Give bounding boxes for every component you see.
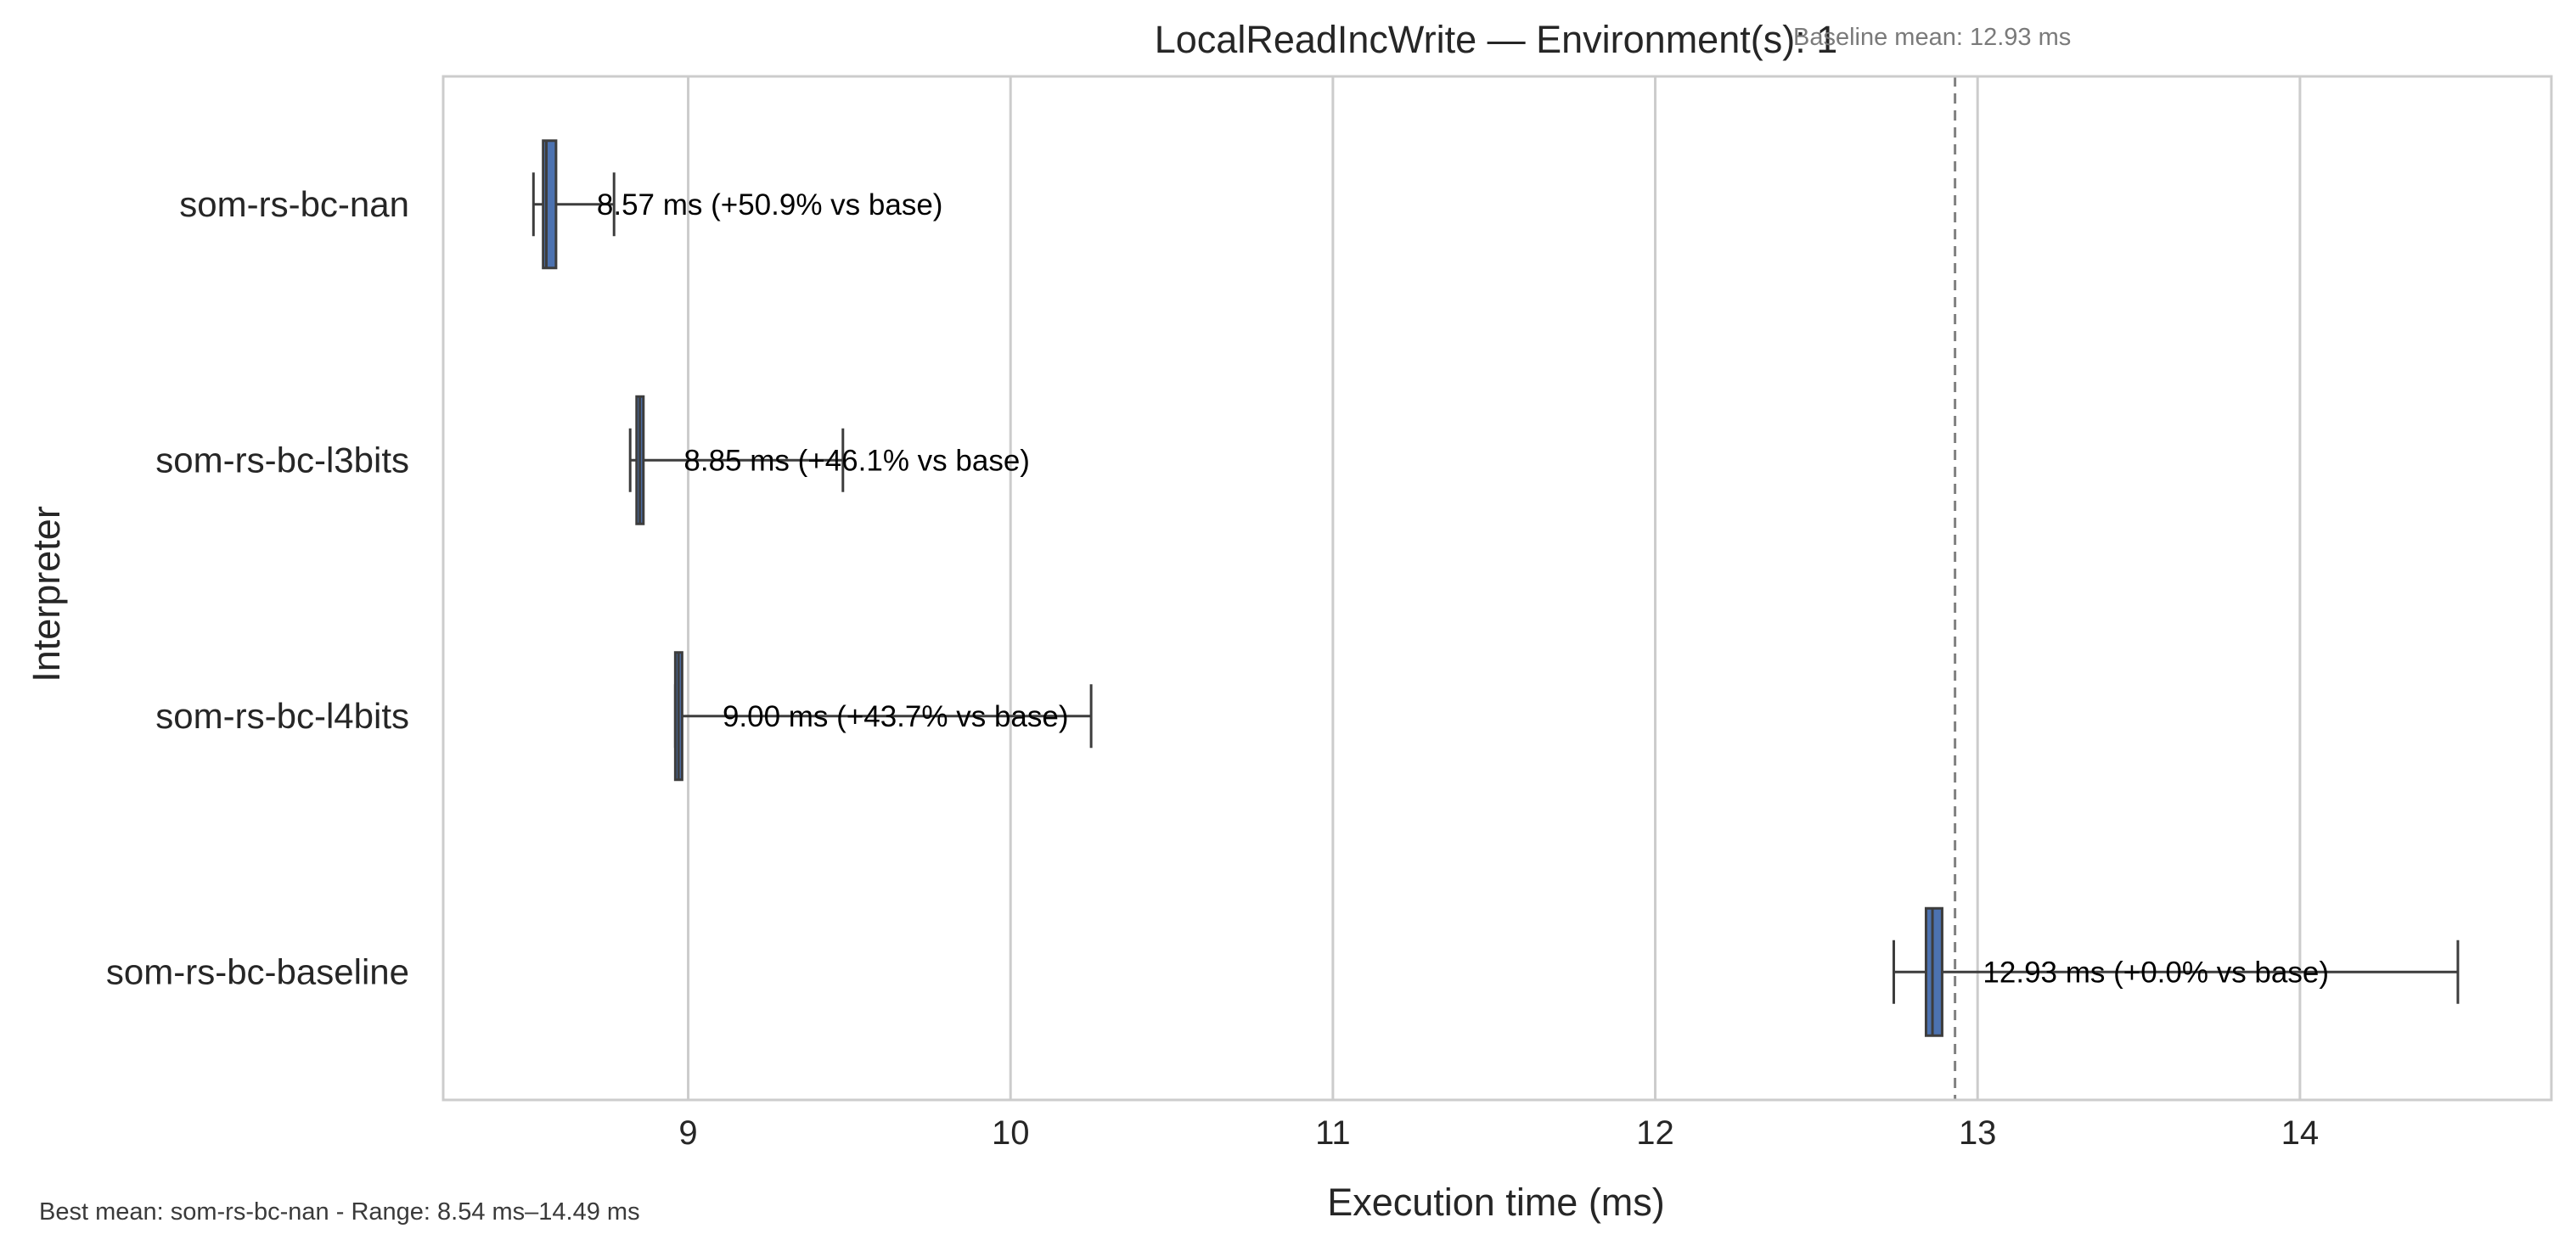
- x-tick-label: 11: [1315, 1114, 1351, 1152]
- mean-label: 8.57 ms (+50.9% vs base): [597, 188, 943, 222]
- chart-title: LocalReadIncWrite — Environment(s): 1: [1155, 18, 1838, 61]
- mean-label: 12.93 ms (+0.0% vs base): [1983, 956, 2329, 989]
- mean-label: 9.00 ms (+43.7% vs base): [723, 700, 1069, 733]
- x-tick-label: 12: [1636, 1114, 1674, 1152]
- x-axis-label: Execution time (ms): [1327, 1181, 1665, 1224]
- footer-note: Best mean: som-rs-bc-nan - Range: 8.54 m…: [39, 1198, 640, 1226]
- labels: 9 10 11 12 13 14 8.57 ms (+50.9% vs base) som-r…: [106, 184, 2329, 1152]
- y-axis-label: Interpreter: [25, 506, 68, 682]
- x-tick-label: 10: [992, 1114, 1030, 1152]
- y-tick-label: som-rs-bc-baseline: [106, 951, 409, 991]
- y-tick-label: som-rs-bc-l3bits: [155, 440, 409, 480]
- x-tick-label: 14: [2281, 1114, 2320, 1152]
- box-som-rs-bc-l3bits: [628, 395, 845, 525]
- box-iqr: [1924, 906, 1943, 1037]
- plot-frame: [442, 75, 2553, 1102]
- x-tick-label: 13: [1959, 1114, 1997, 1152]
- boxes: [532, 76, 2460, 1100]
- baseline-mean-label: Baseline mean: 12.93 ms: [1793, 24, 2071, 51]
- box-som-rs-bc-l4bits: [673, 651, 1093, 782]
- box-som-rs-bc-nan: [532, 139, 616, 270]
- box-som-rs-bc-baseline: [1892, 906, 2460, 1037]
- y-tick-label: som-rs-bc-l4bits: [155, 696, 409, 736]
- mean-label: 8.85 ms (+46.1% vs base): [683, 444, 1030, 477]
- grid: [687, 76, 2302, 1100]
- box-iqr: [542, 139, 558, 270]
- x-tick-label: 9: [678, 1114, 697, 1152]
- y-tick-label: som-rs-bc-nan: [179, 184, 409, 224]
